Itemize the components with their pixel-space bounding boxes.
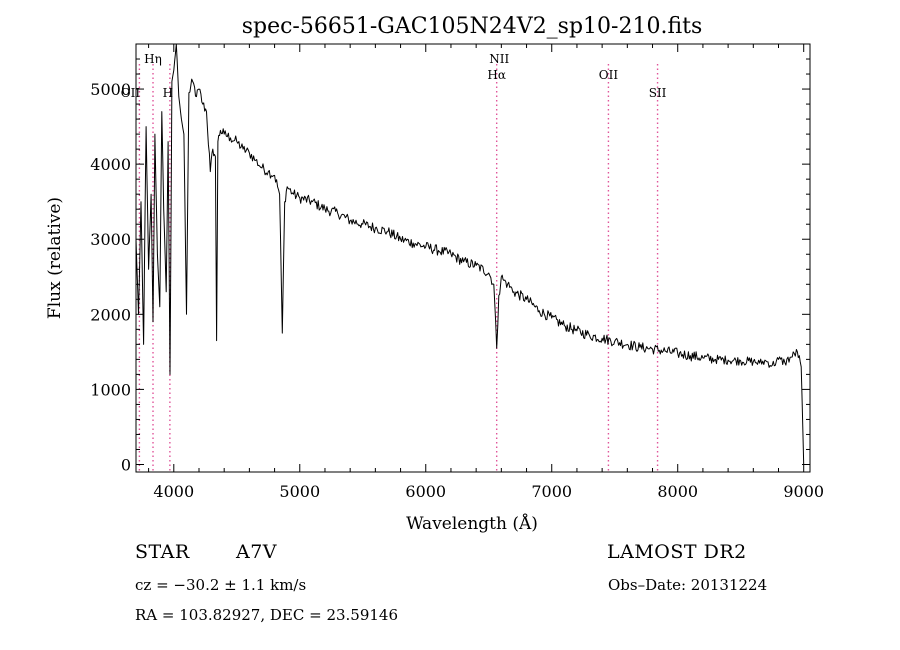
y-axis-ticks: 0 1000 2000 3000 4000 5000 <box>90 58 810 474</box>
y-axis-label: Flux (relative) <box>45 197 65 319</box>
y-tick-label-1: 1000 <box>90 380 131 399</box>
x-axis-label: Wavelength (Å) <box>406 513 538 534</box>
y-tick-label-2: 2000 <box>90 305 131 324</box>
spectral-line-markers: Hη OII H NII Hα OII SII <box>121 52 667 472</box>
spectrum-line <box>135 43 805 465</box>
survey-name: LAMOST DR2 <box>607 541 747 563</box>
spectral-marker-label-1: OII <box>121 86 141 100</box>
spectral-marker-label-6: SII <box>649 86 667 100</box>
x-tick-label-5: 9000 <box>783 482 824 501</box>
spectral-marker-label-0: Hη <box>144 52 162 66</box>
y-tick-label-0: 0 <box>121 455 131 474</box>
chart-title: spec-56651-GAC105N24V2_sp10-210.fits <box>242 14 703 39</box>
spectrum-series <box>135 43 805 465</box>
y-tick-label-3: 3000 <box>90 230 131 249</box>
object-type: STAR <box>135 541 190 563</box>
obs-date: Obs–Date: 20131224 <box>608 576 768 594</box>
redshift-cz: cz = −30.2 ± 1.1 km/s <box>135 576 307 594</box>
x-tick-label-0: 4000 <box>153 482 194 501</box>
spectral-marker-label-4: Hα <box>487 68 506 82</box>
x-tick-label-3: 7000 <box>531 482 572 501</box>
spectral-subclass: A7V <box>236 541 278 563</box>
y-tick-label-4: 4000 <box>90 155 131 174</box>
spectral-marker-label-2: H <box>163 86 173 100</box>
y-tick-label-5: 5000 <box>90 80 131 99</box>
spectral-marker-label-5: OII <box>599 68 619 82</box>
x-tick-label-2: 6000 <box>405 482 446 501</box>
ra-dec-coordinates: RA = 103.82927, DEC = 23.59146 <box>135 606 399 624</box>
spectral-marker-label-3: NII <box>489 52 509 66</box>
x-tick-label-1: 5000 <box>279 482 320 501</box>
x-tick-label-4: 8000 <box>657 482 698 501</box>
x-axis-ticks: 4000 5000 6000 7000 8000 9000 <box>148 44 824 501</box>
plot-frame <box>135 43 811 473</box>
